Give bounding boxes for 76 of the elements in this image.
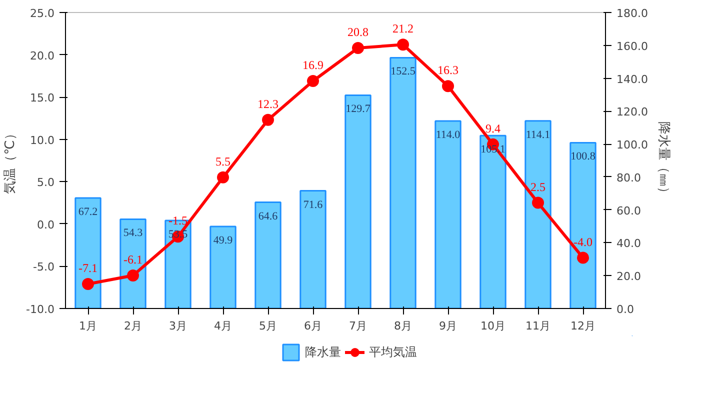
bar	[120, 218, 146, 308]
data-label: 71.6	[303, 198, 324, 211]
x-tick-label: 1月	[79, 320, 97, 332]
point	[217, 171, 229, 184]
y2-tick-label: 0.0	[616, 303, 634, 316]
y2-tick-label: 120.0	[616, 106, 648, 119]
x-tick-label: 3月	[169, 320, 187, 332]
data-label: -6.1	[124, 252, 142, 267]
y-tick-label: 20.0	[30, 49, 55, 62]
bar	[74, 197, 102, 308]
y2-tick-label: 140.0	[616, 72, 648, 86]
y-tick-label: 5.0	[37, 176, 55, 190]
data-label: 64.6	[258, 210, 278, 222]
x-tick-label: 12月	[570, 320, 596, 332]
bar	[480, 134, 506, 308]
y2-tick-label: 80.0	[616, 171, 641, 184]
bar	[254, 202, 282, 308]
x-tick-label: 5月	[259, 320, 277, 332]
data-label: 5.5	[216, 154, 230, 168]
bar	[524, 120, 552, 308]
x-tick-label: 10月	[480, 320, 506, 332]
data-label: 49.9	[213, 234, 234, 246]
y2-tick-label: 60.0	[616, 204, 641, 218]
bar	[390, 56, 416, 308]
x-tick-label: 7月	[349, 320, 367, 332]
y-tick-label: 25.0	[30, 7, 55, 20]
x-tick-label: 4月	[214, 320, 232, 332]
point	[442, 80, 454, 92]
bar	[570, 142, 596, 308]
data-label: 67.2	[78, 206, 98, 218]
data-label: 152.5	[390, 66, 416, 78]
data-label: 9.4	[486, 121, 500, 136]
point	[82, 278, 94, 290]
bar	[300, 190, 326, 308]
x-tick-label: 9月	[439, 320, 457, 332]
point	[307, 75, 319, 87]
x-tick-label: 8月	[394, 320, 412, 332]
y2-tick-label: 160.0	[616, 40, 648, 53]
y2-tick-label: 100.0	[616, 138, 648, 152]
point	[127, 270, 139, 282]
y2-tick-label: 40.0	[616, 237, 641, 250]
point	[262, 114, 274, 126]
data-label: 16.9	[302, 58, 324, 72]
data-label: 2.5	[530, 180, 546, 194]
x-tick-label: 6月	[304, 320, 322, 332]
bar	[210, 226, 236, 308]
y-tick-label: 10.0	[30, 134, 55, 147]
data-label: 54.3	[123, 227, 144, 240]
data-label: -7.1	[78, 260, 98, 275]
legend-label: 平均気温	[369, 344, 417, 360]
y-axis-title: 気温（℃）	[3, 127, 18, 194]
data-label: -4.0	[574, 234, 592, 249]
point	[577, 252, 589, 264]
y2-tick-label: 20.0	[616, 270, 641, 284]
y-tick-label: 0.0	[37, 218, 55, 232]
y-tick-label: -5.0	[33, 260, 55, 274]
data-label: 129.7	[346, 103, 371, 116]
point	[532, 196, 544, 209]
legend-label: 降水量	[305, 344, 341, 360]
point	[397, 38, 409, 51]
x-tick-label: 2月	[124, 320, 142, 332]
y-tick-label: 15.0	[30, 92, 55, 105]
x-tick-label: 11月	[526, 320, 550, 332]
point	[352, 42, 364, 54]
data-label: 16.3	[438, 63, 458, 78]
y2-axis-title: 降水量（㎜）	[656, 122, 671, 200]
data-label: 21.2	[392, 22, 414, 36]
y2-tick-label: 180.0	[616, 7, 648, 20]
data-label: 114.0	[436, 129, 461, 142]
data-label: 20.8	[348, 25, 368, 40]
bar	[344, 94, 372, 308]
y-tick-label: -10.0	[26, 303, 55, 316]
data-label: 12.3	[258, 96, 278, 111]
bar	[434, 120, 462, 308]
data-label: 100.8	[570, 150, 596, 163]
data-label: 114.1	[526, 128, 550, 141]
